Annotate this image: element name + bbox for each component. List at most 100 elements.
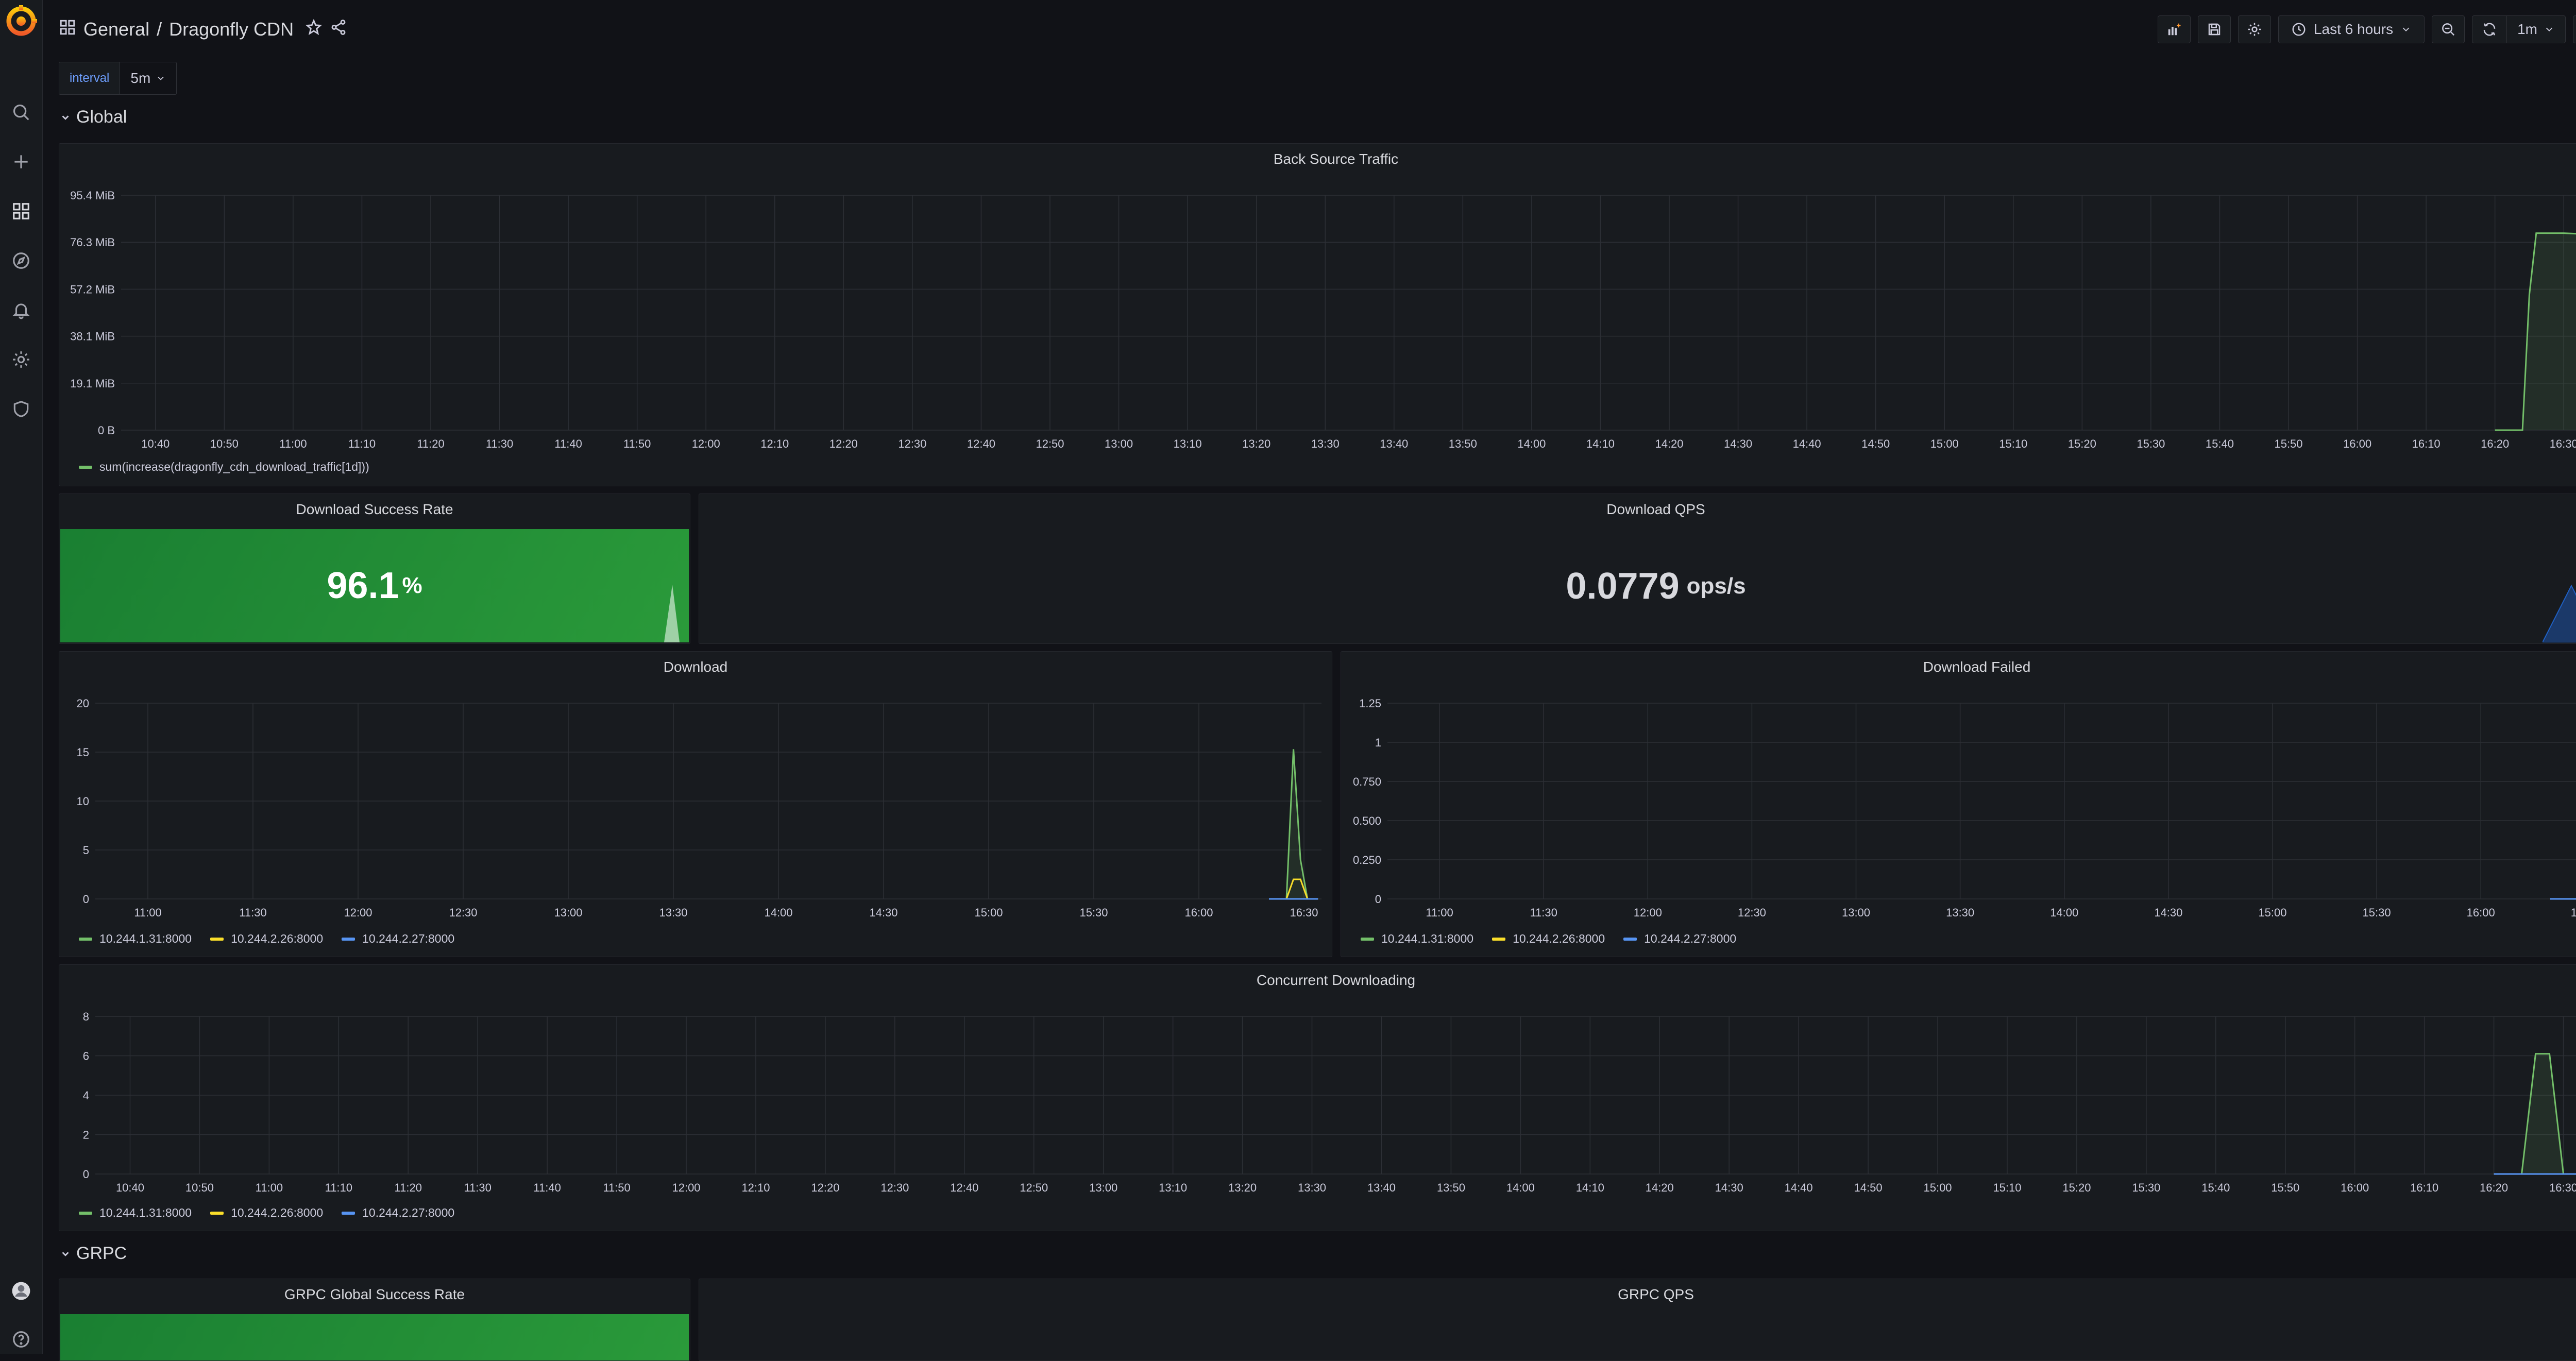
panel-title[interactable]: Download QPS [1606, 501, 1705, 517]
help-icon[interactable] [8, 1326, 35, 1353]
legend-item[interactable]: 10.244.1.31:8000 [1361, 932, 1473, 946]
legend-label: 10.244.2.26:8000 [1513, 932, 1605, 945]
x-tick-label: 16:30 [2549, 1181, 2576, 1194]
x-tick-label: 15:20 [2062, 1181, 2091, 1194]
add-panel-button[interactable] [2157, 15, 2191, 43]
legend-item[interactable]: 10.244.2.27:8000 [1623, 932, 1736, 946]
legend-item[interactable]: 10.244.2.27:8000 [342, 932, 454, 946]
breadcrumb: General / Dragonfly CDN [59, 16, 347, 42]
panel-download[interactable]: Download 0 5 10 15 20 11:00 11:30 12:00 12:30 13:… [59, 651, 1332, 957]
x-tick-label: 12:00 [344, 906, 372, 919]
x-tick-label: 14:30 [1724, 437, 1752, 450]
y-tick-label: 1.25 [1359, 697, 1381, 710]
stat-background: 96.1 % [60, 529, 689, 642]
x-tick-label: 11:30 [464, 1181, 491, 1194]
panel-title[interactable]: Download [663, 659, 728, 675]
row-global[interactable]: Global [60, 107, 127, 127]
x-tick-label: 16:10 [2410, 1181, 2438, 1194]
chevron-down-icon [62, 1251, 69, 1256]
y-tick-label: 5 [83, 844, 89, 857]
refresh-button[interactable] [2472, 16, 2507, 43]
y-tick-label: 0 [1375, 893, 1381, 906]
legend-item[interactable]: 10.244.1.31:8000 [79, 1206, 192, 1220]
panel-title[interactable]: Download Success Rate [296, 501, 453, 517]
dashboard-title[interactable]: Dragonfly CDN [169, 19, 294, 40]
x-tick-label: 15:50 [2274, 437, 2302, 450]
star-icon[interactable] [305, 19, 323, 41]
legend-label: 10.244.2.27:8000 [362, 1206, 455, 1219]
x-tick-label: 12:30 [449, 906, 477, 919]
panel-title[interactable]: Concurrent Downloading [1256, 972, 1416, 988]
legend-item[interactable]: 10.244.1.31:8000 [79, 932, 192, 946]
panel-download-success-rate[interactable]: Download Success Rate 96.1 % [59, 494, 690, 644]
x-tick-label: 13:20 [1242, 437, 1270, 450]
grafana-logo-icon[interactable] [3, 3, 39, 39]
legend-label: 10.244.2.27:8000 [362, 932, 455, 945]
refresh-interval-label: 1m [2517, 21, 2537, 37]
dashboard-settings-button[interactable] [2238, 15, 2271, 43]
alerting-bell-icon[interactable] [8, 297, 35, 324]
x-tick-label: 15:10 [1993, 1181, 2021, 1194]
x-tick-label: 14:30 [2154, 906, 2182, 919]
panel-title[interactable]: Back Source Traffic [1273, 151, 1399, 167]
explore-compass-icon[interactable] [8, 247, 35, 274]
legend-item[interactable]: 10.244.2.27:8000 [342, 1206, 454, 1220]
legend-item[interactable]: 10.244.2.26:8000 [1492, 932, 1605, 946]
x-tick-label: 11:20 [417, 437, 444, 450]
configuration-gear-icon[interactable] [8, 346, 35, 373]
panel-download-qps[interactable]: Download QPS 0.0779 ops/s [699, 494, 2576, 644]
x-tick-label: 16:20 [2480, 1181, 2508, 1194]
sparkline [664, 585, 680, 642]
x-tick-label: 11:00 [1426, 906, 1453, 919]
row-grpc[interactable]: GRPC [60, 1244, 127, 1264]
time-picker-button[interactable]: Last 6 hours [2278, 15, 2425, 43]
back-source-traffic-chart: 0 B 19.1 MiB 38.1 MiB 57.2 MiB 76.3 MiB 95.4 … [70, 189, 2576, 450]
legend-label: 10.244.2.26:8000 [231, 932, 324, 945]
zoom-out-button[interactable] [2432, 15, 2465, 43]
series-line [2495, 232, 2576, 431]
x-tick-label: 16:20 [2481, 437, 2509, 450]
x-tick-label: 14:00 [764, 906, 792, 919]
x-tick-label: 14:40 [1793, 437, 1821, 450]
panel-title[interactable]: Download Failed [1923, 659, 2031, 675]
legend-label: sum(increase(dragonfly_cdn_download_traf… [99, 460, 369, 473]
x-tick-label: 11:50 [603, 1181, 630, 1194]
save-dashboard-button[interactable] [2197, 15, 2231, 43]
save-icon [2208, 23, 2221, 36]
legend-item[interactable]: 10.244.2.26:8000 [210, 932, 323, 946]
refresh-interval-picker[interactable]: 1m [2507, 21, 2565, 38]
search-icon[interactable] [8, 99, 35, 126]
dashboard-grid-icon [59, 19, 76, 41]
gear-icon [2248, 23, 2261, 36]
dashboards-icon[interactable] [8, 198, 35, 225]
panel-title[interactable]: GRPC Global Success Rate [284, 1286, 465, 1302]
x-tick-label: 11:50 [623, 437, 651, 450]
panel-title[interactable]: GRPC QPS [1618, 1286, 1694, 1302]
y-tick-label: 76.3 MiB [70, 236, 115, 249]
panel-grpc-global-success-rate[interactable]: GRPC Global Success Rate [59, 1279, 690, 1361]
panel-concurrent-downloading[interactable]: Concurrent Downloading 0 2 4 6 8 10:40 10:50 11… [59, 964, 2576, 1231]
legend-item[interactable]: sum(increase(dragonfly_cdn_download_traf… [79, 460, 369, 474]
dashboard-toolbar: Last 6 hours 1m [2157, 15, 2576, 43]
tv-mode-button[interactable] [2573, 15, 2576, 43]
stat-value: 0.0779 [1566, 566, 1680, 607]
x-tick-label: 13:30 [659, 906, 687, 919]
breadcrumb-folder[interactable]: General [83, 19, 150, 40]
y-tick-label: 95.4 MiB [70, 189, 115, 202]
create-plus-icon[interactable] [8, 148, 35, 175]
share-icon[interactable] [330, 19, 347, 41]
panel-download-failed[interactable]: Download Failed 0 0.250 0.500 0.750 1 1.25 11:… [1341, 651, 2576, 957]
x-tick-label: 14:00 [1506, 1181, 1535, 1194]
panel-back-source-traffic[interactable]: Back Source Traffic 0 B 19.1 MiB 38.1 MiB 5… [59, 143, 2576, 486]
x-tick-label: 15:50 [2271, 1181, 2299, 1194]
x-tick-label: 13:40 [1367, 1181, 1396, 1194]
server-admin-shield-icon[interactable] [8, 396, 35, 422]
x-tick-label: 16:30 [1290, 906, 1318, 919]
user-avatar-icon[interactable] [8, 1278, 35, 1304]
panel-grpc-qps[interactable]: GRPC QPS [699, 1279, 2576, 1361]
x-tick-label: 12:50 [1020, 1181, 1048, 1194]
legend-swatch [210, 937, 224, 941]
x-tick-label: 14:30 [1715, 1181, 1743, 1194]
legend-item[interactable]: 10.244.2.26:8000 [210, 1206, 323, 1220]
interval-select[interactable]: 5m [120, 62, 177, 95]
